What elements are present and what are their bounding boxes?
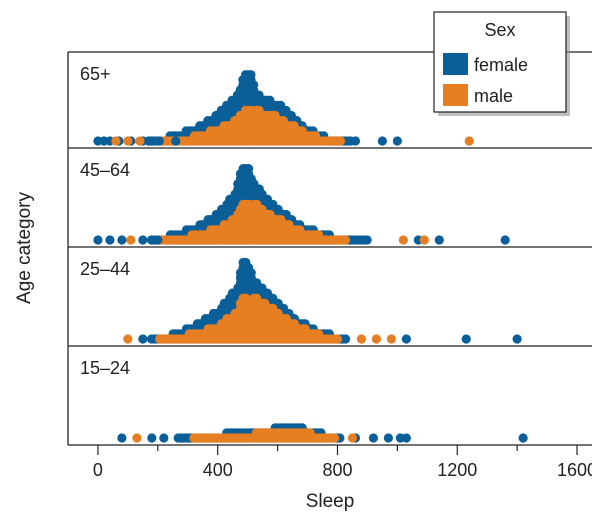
- dot-male: [371, 334, 382, 344]
- dot-female: [147, 433, 157, 443]
- dot-group: [117, 423, 528, 443]
- dot-male: [135, 136, 145, 146]
- dot-female: [243, 164, 254, 174]
- axes-group: 0 400 800 1200 1600: [93, 445, 592, 480]
- panels-group: 65+ 45–64 25–44 15–24: [67, 51, 592, 446]
- x-tick-label: 1200: [437, 460, 477, 480]
- dot-male: [335, 136, 346, 146]
- x-tick-label: 1600: [557, 460, 592, 480]
- dot-male: [123, 334, 133, 344]
- dot-female: [368, 433, 379, 443]
- dot-male: [132, 433, 142, 443]
- dot-female: [350, 136, 361, 146]
- dot-female: [117, 235, 127, 245]
- dot-female: [246, 268, 256, 278]
- dot-female: [461, 334, 471, 344]
- x-tick-label: 800: [322, 460, 352, 480]
- x-tick-label: 0: [93, 460, 103, 480]
- dot-female: [117, 433, 127, 443]
- dot-male: [398, 235, 408, 245]
- dot-male: [386, 334, 396, 344]
- dot-female: [154, 136, 164, 146]
- legend-box: [433, 11, 567, 113]
- dot-female: [93, 235, 103, 245]
- dot-male: [347, 433, 358, 443]
- dot-male: [356, 334, 367, 344]
- panel-label: 45–64: [80, 160, 130, 180]
- dot-group: [93, 164, 510, 245]
- panel-label: 15–24: [80, 358, 130, 378]
- dot-female: [518, 433, 528, 443]
- panel-3: 25–44: [67, 247, 592, 347]
- dot-male: [189, 433, 199, 443]
- panel-4: 15–24: [67, 346, 592, 446]
- dot-female: [500, 235, 510, 245]
- y-axis-label: Age category: [14, 192, 35, 304]
- dot-male: [111, 136, 121, 146]
- legend-label-female: female: [474, 55, 528, 75]
- dot-male: [340, 235, 351, 245]
- dot-female: [392, 136, 402, 146]
- dot-female: [377, 136, 387, 146]
- dot-female: [340, 334, 351, 344]
- legend-swatch-male: [443, 84, 468, 106]
- x-tick-label: 400: [203, 460, 233, 480]
- dot-female: [171, 136, 181, 146]
- panel-label: 65+: [80, 64, 111, 84]
- dot-male: [332, 334, 343, 344]
- panel-1: 65+: [67, 51, 592, 149]
- dot-male: [126, 235, 136, 245]
- dot-female: [246, 70, 256, 80]
- dot-female: [138, 235, 148, 245]
- dot-male: [123, 136, 133, 146]
- dot-group: [123, 257, 522, 344]
- legend: Sex female male: [433, 11, 570, 116]
- dot-male: [464, 136, 474, 146]
- dot-female: [159, 433, 169, 443]
- dot-female: [153, 235, 163, 245]
- dot-female: [401, 334, 411, 344]
- dot-female: [512, 334, 522, 344]
- legend-label-male: male: [474, 86, 513, 106]
- dot-female: [147, 136, 157, 146]
- dot-female: [434, 235, 444, 245]
- dot-female: [383, 433, 393, 443]
- dot-female: [105, 235, 115, 245]
- legend-swatch-female: [443, 53, 468, 75]
- dot-group: [93, 70, 474, 146]
- dot-male: [419, 235, 429, 245]
- panel-2: 45–64: [67, 148, 592, 248]
- panel-label: 25–44: [80, 259, 130, 279]
- dot-female: [177, 433, 187, 443]
- legend-title: Sex: [484, 20, 515, 40]
- dot-female: [401, 433, 411, 443]
- x-axis-label: Sleep: [306, 491, 355, 512]
- dot-female: [249, 80, 259, 90]
- dot-female: [138, 334, 148, 344]
- dot-female: [362, 235, 372, 245]
- dot-male: [329, 433, 340, 443]
- dot-male: [323, 136, 334, 146]
